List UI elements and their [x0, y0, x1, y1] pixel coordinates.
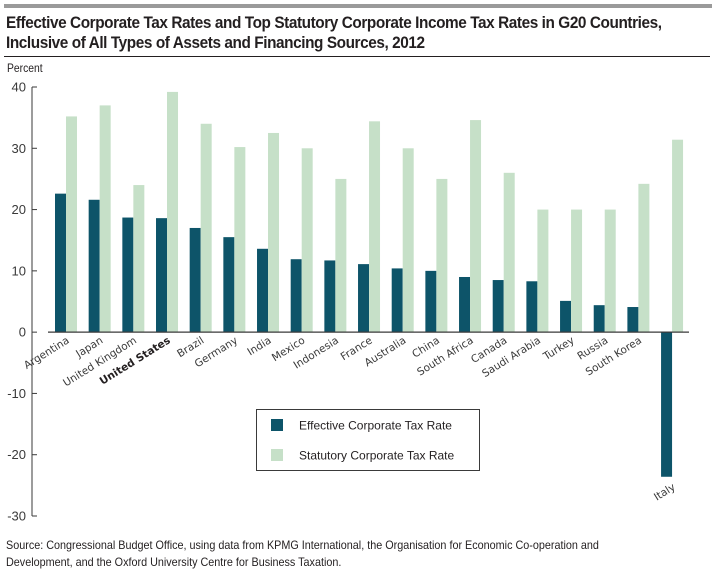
y-tick-label: 20	[12, 202, 26, 217]
category-label: Argentina	[22, 335, 72, 372]
bar-statutory-indonesia	[335, 178, 347, 333]
bar-effective-south-africa	[459, 276, 471, 333]
source-line-2: Development, and the Oxford University C…	[6, 555, 342, 569]
legend-swatch	[271, 419, 283, 431]
bar-statutory-russia	[604, 209, 616, 333]
legend-box	[256, 409, 480, 471]
bar-statutory-germany	[234, 147, 246, 333]
bar-effective-china	[425, 270, 437, 333]
bar-effective-united-kingdom	[122, 217, 134, 333]
bar-statutory-india	[268, 132, 280, 333]
y-tick-label: 10	[12, 263, 26, 278]
y-axis-unit-label: Percent	[7, 63, 43, 75]
y-tick-label: 40	[12, 80, 26, 95]
bar-effective-australia	[391, 268, 403, 333]
bar-statutory-argentina	[66, 116, 77, 333]
bar-effective-japan	[88, 199, 100, 333]
bar-statutory-south-africa	[470, 120, 482, 333]
bar-statutory-saudi-arabia	[537, 209, 549, 333]
y-tick-label: 30	[12, 141, 26, 156]
source-note: Source: Congressional Budget Office, usi…	[6, 537, 708, 571]
category-label: Turkey	[540, 335, 576, 364]
bar-effective-russia	[593, 305, 605, 333]
chart-title-line-1: Effective Corporate Tax Rates and Top St…	[6, 14, 662, 32]
bar-effective-argentina	[55, 193, 66, 333]
bar-statutory-france	[369, 121, 381, 333]
chart-title-line-2: Inclusive of All Types of Assets and Fin…	[6, 34, 425, 52]
top-decorative-bar	[4, 4, 712, 8]
bar-statutory-australia	[402, 148, 414, 333]
bar-statutory-mexico	[301, 148, 313, 333]
bar-statutory-south-korea	[638, 183, 650, 333]
y-axis: 40 30 20 10 0 -10 -20 -30	[7, 80, 37, 524]
bar-effective-turkey	[560, 300, 572, 333]
y-tick-label: -30	[7, 509, 26, 524]
source-line-1: Source: Congressional Budget Office, usi…	[6, 538, 599, 552]
bar-statutory-japan	[99, 105, 111, 333]
bar-effective-canada	[492, 280, 504, 333]
bar-effective-india	[257, 248, 269, 333]
legend: Effective Corporate Tax Rate Statutory Co…	[256, 409, 480, 471]
legend-label: Statutory Corporate Tax Rate	[299, 449, 455, 463]
bar-effective-italy	[661, 332, 673, 477]
bar-effective-saudi-arabia	[526, 281, 538, 333]
chart-title: Effective Corporate Tax Rates and Top St…	[6, 13, 662, 53]
bar-effective-germany	[223, 237, 235, 333]
bar-statutory-china	[436, 178, 448, 333]
bar-statutory-united-kingdom	[133, 185, 145, 333]
y-tick-label: 0	[19, 325, 26, 340]
bar-effective-south-korea	[627, 307, 639, 333]
bar-statutory-canada	[503, 172, 515, 333]
bars	[55, 91, 684, 477]
bar-statutory-united-states	[167, 91, 179, 333]
legend-swatch	[271, 449, 283, 461]
category-label: Italy	[652, 481, 678, 503]
bar-statutory-italy	[672, 139, 684, 333]
category-label: Saudi Arabia	[480, 335, 543, 380]
bar-effective-indonesia	[324, 260, 336, 333]
title-divider	[4, 56, 710, 57]
bar-effective-brazil	[189, 227, 201, 333]
legend-label: Effective Corporate Tax Rate	[299, 419, 452, 433]
bar-effective-france	[358, 264, 370, 333]
bar-effective-mexico	[290, 259, 302, 333]
bar-statutory-turkey	[571, 209, 583, 333]
y-tick-label: -10	[7, 386, 26, 401]
bar-effective-united-states	[156, 218, 168, 333]
y-tick-label: -20	[7, 447, 26, 462]
bar-statutory-brazil	[200, 123, 212, 333]
